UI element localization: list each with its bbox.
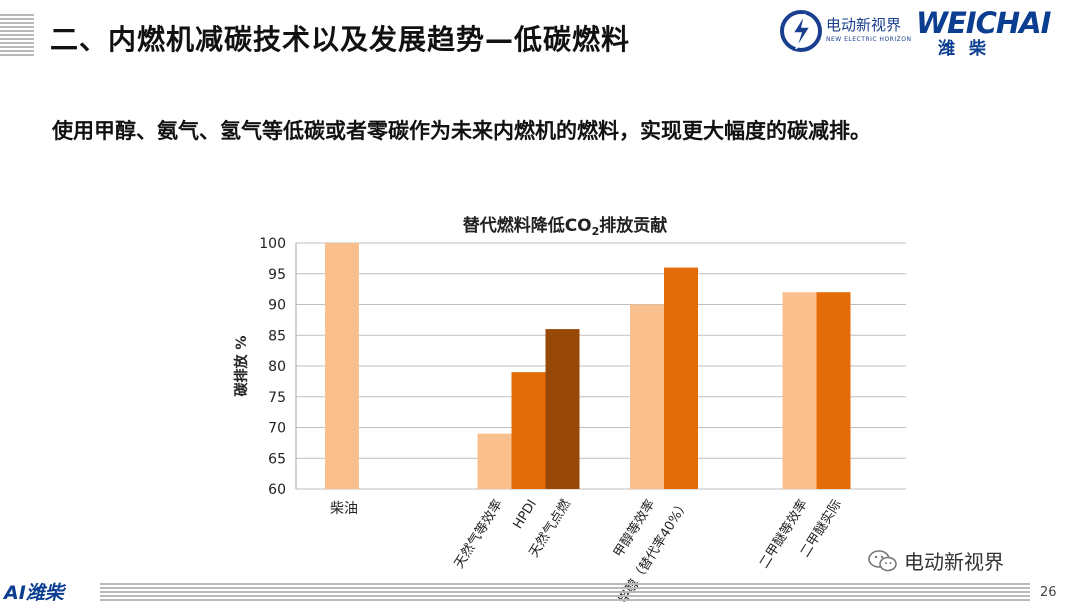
chart-title-main: 替代燃料降低CO	[463, 215, 592, 236]
y-tick-label: 100	[259, 236, 286, 252]
x-tick-label: 天然气等效率	[451, 497, 506, 572]
y-tick-label: 90	[268, 298, 286, 314]
chart-title: 替代燃料降低CO2排放贡献	[463, 215, 668, 238]
bar-group2-2	[511, 372, 546, 489]
bar-group3-1	[630, 304, 664, 489]
footer-stripes	[100, 583, 1030, 601]
y-tick-label: 75	[268, 390, 286, 406]
y-tick-label: 70	[268, 421, 286, 437]
ev-logo: 电动新视界 NEW ELECTRIC HORIZON	[778, 6, 918, 58]
y-tick-label: 95	[268, 267, 286, 283]
watermark-text: 电动新视界	[904, 550, 1004, 574]
header-stripes	[0, 14, 34, 56]
bar-group3-2	[664, 267, 698, 489]
y-tick-label: 85	[268, 328, 286, 344]
weichai-logo-latin: WEICHAI	[916, 6, 1051, 40]
y-axis-ticks: 60 65 70 75 80 85 90 95 100	[259, 236, 286, 498]
y-tick-label: 65	[268, 451, 286, 467]
y-tick-label: 60	[268, 482, 286, 498]
y-tick-label: 80	[268, 359, 286, 375]
y-axis-label: 碳排放 %	[233, 336, 250, 397]
bar-group2-3	[545, 329, 580, 489]
x-tick-label: 柴油	[330, 501, 358, 517]
slide-title: 二、内燃机减碳技术以及发展趋势—低碳燃料	[50, 23, 631, 56]
bar-group1-1	[325, 243, 359, 489]
watermark: 电动新视界	[868, 546, 1004, 575]
weichai-logo-chinese: 潍柴	[938, 39, 1000, 59]
weichai-logo: WEICHAI 潍柴	[916, 6, 1066, 62]
bar-group2-1	[477, 433, 512, 489]
lightning-emblem-icon	[780, 10, 822, 52]
chart-bars	[325, 243, 851, 489]
chart-title-end: 排放贡献	[599, 215, 667, 236]
ev-logo-name: 电动新视界	[826, 16, 902, 34]
bar-group4-2	[816, 292, 851, 489]
page-number: 26	[1040, 585, 1057, 600]
footer-weichai-logo: AI潍柴	[4, 582, 64, 604]
ev-logo-subname: NEW ELECTRIC HORIZON	[826, 36, 912, 43]
x-tick-label: 二甲醚等效率	[756, 497, 811, 572]
chart-title-subscript: 2	[592, 225, 600, 238]
slide-subtitle: 使用甲醇、氨气、氢气等低碳或者零碳作为未来内燃机的燃料，实现更大幅度的碳减排。	[52, 119, 871, 143]
wechat-icon	[868, 549, 897, 571]
bar-group4-1	[782, 292, 817, 489]
x-tick-label: HPDI	[510, 497, 539, 532]
